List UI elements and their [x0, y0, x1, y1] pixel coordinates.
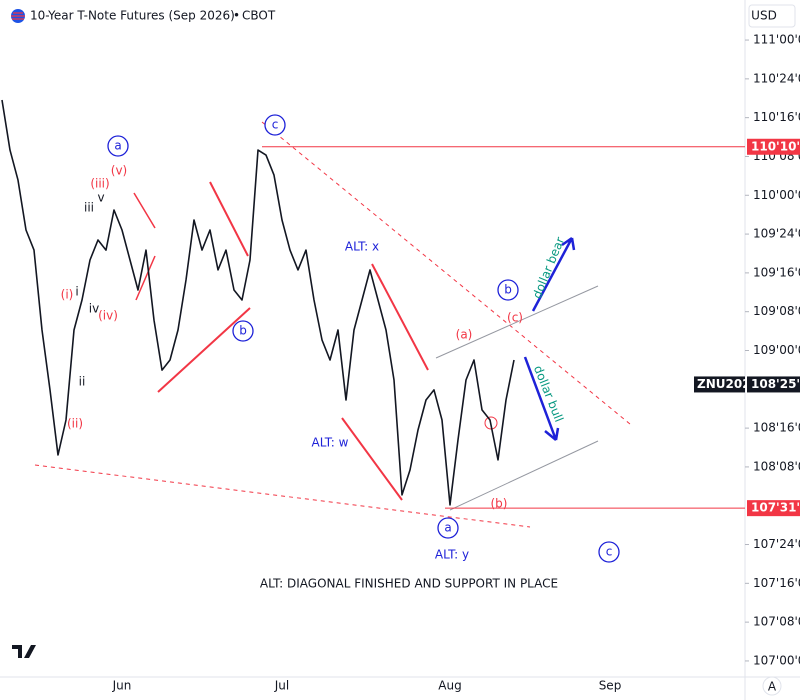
- note-text: ALT: DIAGONAL FINISHED AND SUPPORT IN PL…: [260, 577, 558, 591]
- wave-label: (iii): [90, 177, 109, 191]
- wave-label: a: [444, 521, 451, 535]
- wave-label: ALT: x: [345, 240, 379, 254]
- wave-label: (c): [507, 311, 523, 325]
- wave-label: (i): [61, 288, 74, 302]
- wave-label: iv: [89, 302, 99, 316]
- wave-label: b: [239, 324, 247, 338]
- x-tick-label: Jul: [274, 679, 289, 693]
- wave-line: [341, 417, 403, 501]
- y-tick-label: 111'00'0: [753, 33, 800, 47]
- y-tick-label: 107'08'0: [753, 615, 800, 629]
- wave-label: i: [75, 285, 78, 299]
- y-tick-label: 107'16'0: [753, 576, 800, 590]
- auto-button-frame[interactable]: [762, 676, 782, 696]
- wave-circle: [598, 541, 620, 563]
- wave-label: c: [606, 545, 613, 559]
- level-label: 110'10'0: [751, 139, 800, 153]
- y-tick-label: 107'00'0: [753, 653, 800, 667]
- y-tick-label: 108'16'0: [753, 421, 800, 435]
- tradingview-logo: [12, 645, 36, 658]
- x-tick-label: Jun: [112, 679, 132, 693]
- wave-label: (b): [491, 497, 508, 511]
- wave-label: (v): [111, 164, 127, 178]
- auto-button[interactable]: A: [768, 680, 777, 694]
- level-label-box: [747, 138, 800, 155]
- currency[interactable]: USD: [751, 9, 777, 23]
- wave-line: [135, 255, 156, 301]
- wave-label: (iv): [98, 309, 118, 323]
- y-tick-label: 110'24'0: [753, 71, 800, 85]
- y-tick-label: 110'00'0: [753, 188, 800, 202]
- wave-line: [157, 307, 251, 393]
- wave-label: ALT: y: [435, 548, 469, 562]
- wave-circle: [497, 279, 519, 301]
- channel-line: [435, 285, 599, 359]
- wave-circle: [232, 320, 254, 342]
- wave-line: [209, 181, 249, 257]
- price-line: [1, 99, 515, 506]
- exchange: CBOT: [242, 9, 276, 23]
- wave-label: (ii): [67, 417, 83, 431]
- arrow: [523, 356, 560, 441]
- wave-label: c: [272, 118, 279, 132]
- wave-label: (a): [456, 328, 473, 342]
- level-label-box: [747, 500, 800, 517]
- arrow: [531, 236, 576, 312]
- flag-stripes: [11, 12, 25, 20]
- channel-line: [449, 440, 599, 511]
- wave-label: iii: [84, 201, 94, 215]
- y-tick-label: 107'24'0: [753, 537, 800, 551]
- wave-label: ALT: w: [312, 436, 349, 450]
- currency-button[interactable]: [748, 4, 796, 28]
- x-tick-label: Sep: [599, 679, 622, 693]
- drawings: [11, 9, 782, 696]
- x-tick-label: Aug: [438, 679, 461, 693]
- wave-label: ii: [79, 375, 86, 389]
- wave-circle: [264, 114, 286, 136]
- symbol-box: [694, 376, 745, 393]
- wave-label: b: [504, 283, 512, 297]
- y-tick-label: 109'24'0: [753, 227, 800, 241]
- wave-label: v: [97, 191, 104, 205]
- y-tick-label: 109'08'0: [753, 304, 800, 318]
- title-separator: •: [233, 9, 240, 23]
- last-price-label: 108'25'0: [751, 377, 800, 391]
- wave-circle: [437, 517, 459, 539]
- wave-label: a: [114, 139, 121, 153]
- wave-line: [371, 263, 429, 371]
- y-tick-label: 109'00'0: [753, 343, 800, 357]
- y-tick-label: 109'16'0: [753, 265, 800, 279]
- y-tick-label: 110'16'0: [753, 110, 800, 124]
- trend-line: [34, 464, 531, 528]
- y-tick-label: 108'08'0: [753, 459, 800, 473]
- wave-line: [133, 192, 156, 229]
- level-label: 107'31'5: [751, 501, 800, 515]
- symbol-label: ZNU2026: [697, 377, 759, 391]
- wave-circle: [107, 135, 129, 157]
- chart-title: 10-Year T-Note Futures (Sep 2026): [30, 9, 235, 23]
- last-price-box: [747, 376, 800, 393]
